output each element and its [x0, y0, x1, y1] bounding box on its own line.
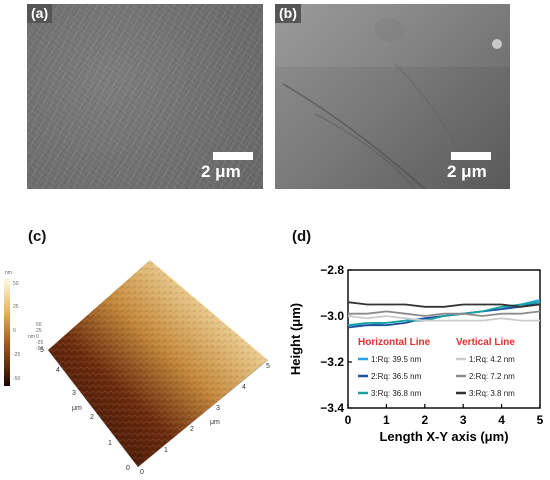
colorbar-tick: -50 — [13, 376, 20, 382]
x-tick-label: 2 — [421, 413, 428, 427]
colorbar-ticks: 50 25 0 -25 -50 — [13, 281, 20, 382]
plot-frame — [347, 269, 541, 409]
x-tick: 3 — [216, 405, 220, 412]
panel-label-b: (b) — [275, 4, 301, 23]
x-tick-label: 3 — [460, 413, 467, 427]
z-tick: 50 — [36, 322, 42, 328]
scale-bar-b — [451, 152, 491, 160]
x-tick-label: 1 — [383, 413, 390, 427]
panel-label-c: (c) — [28, 228, 47, 245]
z-unit: nm — [28, 334, 35, 340]
x-tick-label: 0 — [345, 413, 352, 427]
y-tick: 2 — [90, 414, 94, 421]
y-tick-label: −3.4 — [320, 401, 344, 415]
colorbar-tick: 25 — [13, 304, 19, 310]
panel-label-a: (a) — [27, 4, 53, 23]
x-axis-label: Length X-Y axis (μm) — [379, 429, 508, 444]
y-tick-label: −2.8 — [320, 263, 344, 277]
legend-entry: 2:Rq: 7.2 nm — [469, 372, 515, 381]
x-tick: 2 — [190, 426, 194, 433]
colorbar-unit: nm — [5, 270, 12, 276]
legend-title-vertical: Vertical Line — [456, 337, 515, 348]
x-tick-label: 4 — [498, 413, 505, 427]
z-tick: 25 — [36, 328, 42, 334]
legend-entry: 3:Rq: 36.8 nm — [371, 389, 422, 398]
x-axis-unit: μm — [210, 419, 220, 426]
legend-entry: 3:Rq: 3.8 nm — [469, 389, 515, 398]
y-tick: 5 — [40, 347, 44, 354]
y-tick: 1 — [108, 440, 112, 447]
legend-entry: 1:Rq: 39.5 nm — [371, 355, 422, 364]
y-tick: 4 — [56, 367, 60, 374]
legend-entry: 2:Rq: 36.5 nm — [371, 372, 422, 381]
y-tick: 0 — [126, 465, 130, 472]
y-axis-label: Height (μm) — [288, 303, 303, 375]
sem-image-b: (b) 2 μm — [275, 4, 510, 189]
legend-title-horizontal: Horizontal Line — [358, 337, 431, 348]
colorbar-tick: -25 — [13, 352, 20, 358]
x-axis-ticks: 0 1 2 3 4 5 μm — [140, 363, 270, 476]
x-tick-label: 5 — [537, 413, 544, 427]
scale-bar-a — [213, 152, 253, 160]
series-line-5 — [348, 310, 541, 317]
y-tick-label: −3.0 — [320, 309, 344, 323]
z-tick: -50 — [36, 346, 43, 352]
sem-b-texture — [282, 17, 502, 189]
legend-entry: 1:Rq: 4.2 nm — [469, 355, 515, 364]
z-tick: -25 — [36, 340, 43, 346]
y-axis-unit: μm — [72, 405, 82, 412]
y-tick-label: −3.2 — [320, 355, 344, 369]
scale-text-b: 2 μm — [447, 162, 487, 181]
x-tick: 1 — [164, 447, 168, 454]
colorbar — [4, 278, 10, 386]
x-tick: 4 — [242, 384, 246, 391]
y-tick: 3 — [72, 390, 76, 397]
series-line-4 — [347, 315, 540, 322]
colorbar-tick: 50 — [13, 281, 19, 287]
panel-label-d: (d) — [292, 228, 312, 245]
y-axis-ticks: 0 1 2 3 4 5 μm — [40, 347, 130, 472]
x-tick: 0 — [140, 469, 144, 476]
series-line-6 — [347, 301, 541, 308]
x-tick: 5 — [266, 363, 270, 370]
z-tick: 0 — [36, 334, 39, 340]
z-axis-ticks: 50 25 0 -25 -50 nm — [28, 322, 43, 352]
colorbar-tick: 0 — [13, 328, 16, 334]
height-profile-chart: 0 1 2 3 4 5 −3.4 −3.2 −3.0 −2.8 Length X-Y axis (μ… — [288, 263, 544, 444]
sem-image-a: (a) 2 μm — [27, 4, 263, 189]
scale-text-a: 2 μm — [201, 162, 241, 181]
afm-3d-map: nm 50 25 0 -25 -50 50 25 0 -25 -50 nm 0 … — [4, 259, 270, 476]
